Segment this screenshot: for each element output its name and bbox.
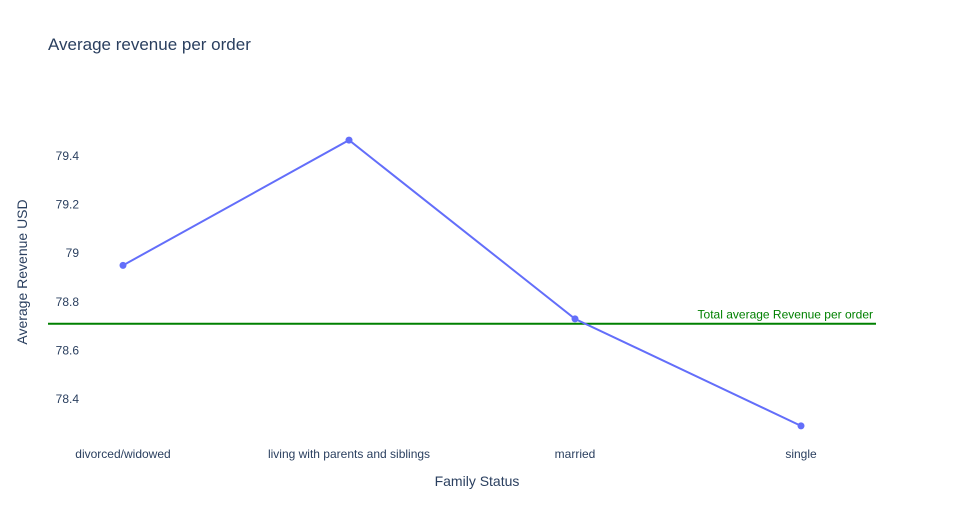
- series-line: [122, 138, 802, 427]
- data-point[interactable]: [119, 261, 127, 269]
- data-point[interactable]: [345, 136, 353, 144]
- y-tick-label: 79.4: [56, 149, 80, 163]
- y-tick-label: 78.6: [56, 343, 80, 357]
- y-tick-label: 79: [66, 246, 80, 260]
- y-tick-label: 78.4: [56, 392, 80, 406]
- data-point[interactable]: [571, 315, 579, 323]
- x-axis-title: Family Status: [435, 473, 520, 489]
- x-tick-label: married: [555, 447, 596, 461]
- series-points: [119, 136, 805, 430]
- data-point[interactable]: [797, 422, 805, 430]
- x-tick-label: single: [785, 447, 817, 461]
- x-tick-label: living with parents and siblings: [268, 447, 430, 461]
- x-tick-labels: divorced/widowed living with parents and …: [75, 447, 817, 461]
- y-axis-title: Average Revenue USD: [14, 199, 30, 344]
- reference-line-label: Total average Revenue per order: [698, 308, 873, 322]
- y-tick-label: 79.2: [56, 198, 80, 212]
- chart-title: Average revenue per order: [48, 35, 251, 54]
- y-tick-label: 78.8: [56, 295, 80, 309]
- x-tick-label: divorced/widowed: [75, 447, 170, 461]
- y-tick-labels: 78.4 78.6 78.8 79 79.2 79.4: [56, 149, 80, 406]
